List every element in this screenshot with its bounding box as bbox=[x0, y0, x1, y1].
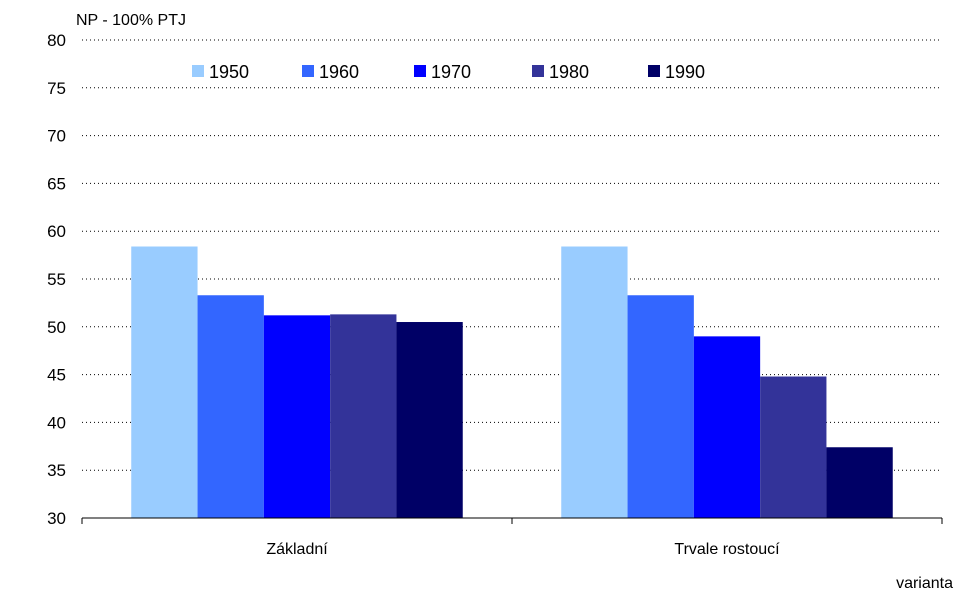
y-tick-label: 45 bbox=[47, 366, 66, 385]
legend-label-1980: 1980 bbox=[549, 62, 589, 82]
x-tick-label: Základní bbox=[266, 541, 328, 558]
legend-swatch-1990 bbox=[648, 65, 660, 77]
legend-swatch-1950 bbox=[192, 65, 204, 77]
axes bbox=[81, 517, 943, 524]
y-tick-label: 80 bbox=[47, 31, 66, 50]
legend-label-1970: 1970 bbox=[431, 62, 471, 82]
legend: 1950 1960 1970 1980 1990 bbox=[192, 62, 705, 82]
y-tick-label: 65 bbox=[47, 174, 66, 193]
bar-1990-1 bbox=[826, 447, 893, 518]
bar-1960-0 bbox=[197, 295, 264, 518]
x-tick-labels: Základní Trvale rostoucí bbox=[266, 541, 780, 558]
y-tick-label: 60 bbox=[47, 222, 66, 241]
y-tick-label: 70 bbox=[47, 127, 66, 146]
y-tick-label: 50 bbox=[47, 318, 66, 337]
bar-1950-1 bbox=[561, 246, 628, 518]
y-tick-label: 30 bbox=[47, 509, 66, 528]
y-tick-label: 55 bbox=[47, 270, 66, 289]
bar-1990-0 bbox=[396, 322, 463, 518]
y-tick-label: 40 bbox=[47, 413, 66, 432]
legend-swatch-1960 bbox=[302, 65, 314, 77]
x-tick-label: Trvale rostoucí bbox=[674, 541, 780, 558]
legend-label-1960: 1960 bbox=[319, 62, 359, 82]
bar-1980-1 bbox=[760, 376, 827, 518]
y-tick-label: 35 bbox=[47, 461, 66, 480]
y-axis-title: NP - 100% PTJ bbox=[76, 12, 186, 29]
legend-swatch-1980 bbox=[532, 65, 544, 77]
y-tick-label: 75 bbox=[47, 79, 66, 98]
bar-1970-0 bbox=[263, 315, 331, 518]
y-tick-labels: 30 35 40 45 50 55 60 65 70 75 80 bbox=[47, 31, 66, 528]
bars bbox=[131, 246, 893, 518]
legend-swatch-1970 bbox=[414, 65, 426, 77]
bar-1950-0 bbox=[131, 246, 198, 518]
x-axis-title: varianta bbox=[896, 575, 953, 592]
bar-1960-1 bbox=[627, 295, 694, 518]
bar-1980-0 bbox=[330, 314, 397, 518]
legend-label-1950: 1950 bbox=[209, 62, 249, 82]
bar-1970-1 bbox=[693, 336, 761, 518]
legend-label-1990: 1990 bbox=[665, 62, 705, 82]
